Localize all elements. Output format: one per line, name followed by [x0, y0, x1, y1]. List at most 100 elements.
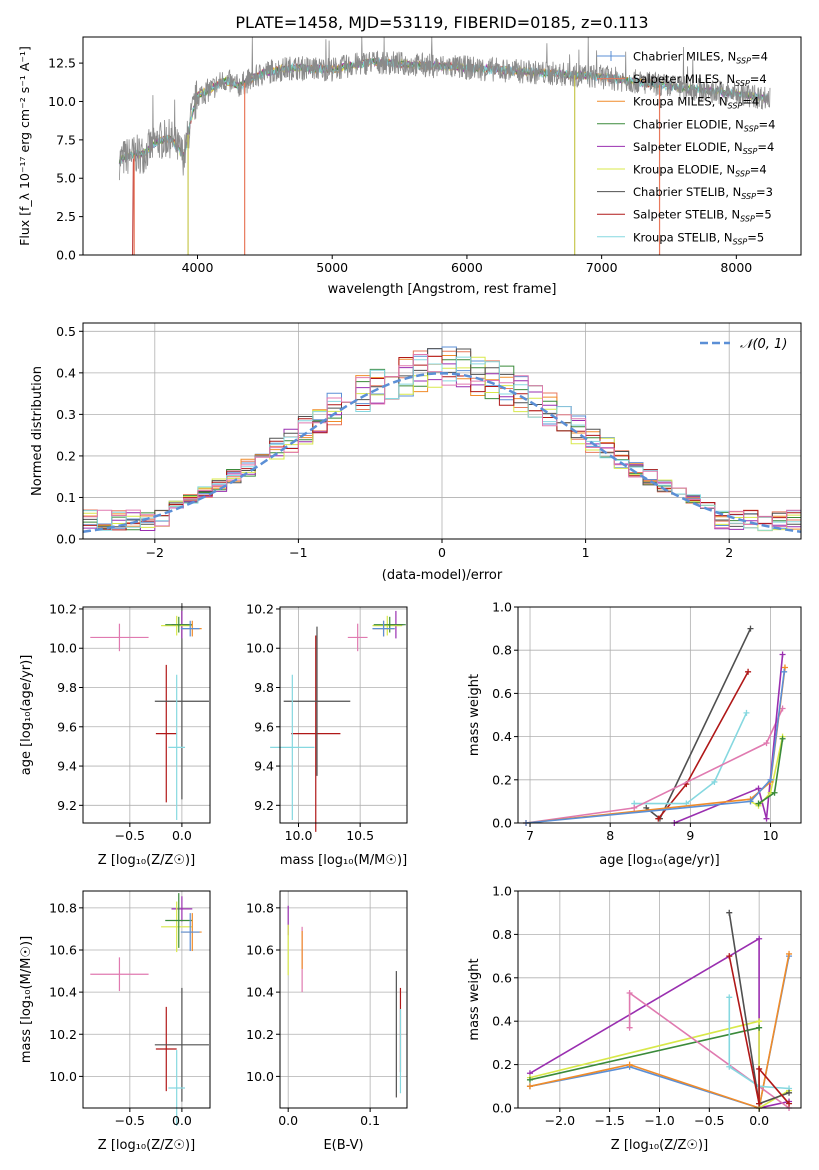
axes-frame: [279, 606, 408, 824]
y-tick-label: 0.0: [56, 532, 76, 547]
x-tick-label: −1: [289, 545, 307, 560]
series-point: [747, 798, 754, 805]
y-tick-label: 9.6: [57, 719, 77, 734]
y-tick-label: 10.8: [246, 900, 274, 915]
normal-curve: [82, 372, 802, 533]
y-tick-label: 0.6: [492, 686, 512, 701]
series-line: [634, 712, 748, 805]
series-point: [781, 664, 788, 671]
y-tick-label: 0.3: [56, 407, 76, 422]
y-tick-label: 9.4: [254, 759, 274, 774]
x-axis-label: mass [log₁₀(M/M☉)]: [280, 853, 407, 868]
spectrum-axes-frame: [82, 36, 802, 256]
series-point: [756, 1100, 763, 1107]
x-tick-label: 8: [606, 828, 614, 843]
y-tick-label: 10.0: [48, 94, 76, 109]
histogram-ylabel: Normed distribution: [30, 366, 45, 496]
axes-frame: [517, 606, 802, 824]
y-tick-label: 10.6: [49, 942, 77, 957]
mass-vs-extinction-panel: 0.0 0.1 10.0 10.2 10.4 10.6 10.8 E(B-V): [246, 890, 408, 1153]
y-tick-label: 10.4: [49, 985, 77, 1000]
y-tick-label: 10.0: [49, 1069, 77, 1084]
series-point: [626, 1024, 633, 1031]
y-tick-label: 10.4: [246, 985, 274, 1000]
y-tick-label: 10.2: [246, 1027, 274, 1042]
legend-label: Salpeter ELODIE, NSSP=4: [633, 140, 774, 156]
y-tick-label: 9.8: [254, 680, 274, 695]
normal-legend-label: 𝒩(0, 1): [740, 337, 787, 352]
y-tick-label: 12.5: [48, 56, 76, 71]
legend-label: Kroupa MILES, NSSP=4: [633, 95, 759, 111]
series-point: [747, 625, 754, 632]
spectrum-panel: 4000 5000 6000 7000 8000 0.0 2.5 5.0 7.5 10.0 12.5…: [17, 36, 802, 297]
series-point: [745, 668, 752, 675]
spectrum-data-line: [119, 36, 771, 181]
x-tick-label: 8000: [720, 260, 752, 275]
x-tick-label: 0.0: [172, 1113, 192, 1128]
x-tick-label: 0.0: [749, 1113, 769, 1128]
y-axis-label: age [log₁₀(age/yr)]: [19, 655, 34, 776]
series-point: [779, 735, 786, 742]
series-point: [756, 1065, 763, 1072]
x-tick-label: 10.0: [285, 828, 313, 843]
series-point: [726, 953, 733, 960]
y-tick-label: 0.4: [492, 1014, 512, 1029]
x-tick-label: 0.0: [172, 828, 192, 843]
y-tick-label: 10.6: [246, 942, 274, 957]
y-tick-label: 10.8: [49, 900, 77, 915]
x-tick-label: −0.5: [694, 1113, 724, 1128]
series-point: [631, 804, 638, 811]
series-point: [755, 800, 762, 807]
series-point: [626, 989, 633, 996]
series-line: [529, 1026, 760, 1081]
x-axis-label: age [log₁₀(age/yr)]: [599, 853, 720, 868]
series-point: [726, 909, 733, 916]
series-point: [779, 651, 786, 658]
series-point: [711, 778, 718, 785]
x-tick-label: 0: [438, 545, 446, 560]
y-tick-label: 10.2: [49, 601, 77, 616]
series-point: [526, 1083, 533, 1090]
y-tick-label: 0.5: [56, 324, 76, 339]
axes-frame: [279, 890, 408, 1109]
histogram-xlabel: (data-model)/error: [382, 568, 503, 583]
figure-title: PLATE=1458, MJD=53119, FIBERID=0185, z=0…: [235, 13, 648, 32]
y-tick-label: 0.8: [492, 643, 512, 658]
spectrum-ylabel: Flux [f_λ 10⁻¹⁷ erg cm⁻² s⁻¹ A⁻¹]: [17, 46, 32, 246]
y-tick-label: 0.0: [492, 1101, 512, 1116]
y-tick-label: 0.4: [492, 729, 512, 744]
x-tick-label: 0.0: [278, 1113, 298, 1128]
y-axis-label: mass weight: [467, 674, 482, 756]
y-tick-label: 9.8: [57, 680, 77, 695]
spectrum-ticks: 4000 5000 6000 7000 8000 0.0 2.5 5.0 7.5 10.0 12.5: [48, 56, 752, 275]
y-axis-label: mass weight: [467, 958, 482, 1040]
small-panels: −0.5 0.0 9.2 9.4 9.6 9.8 10.0 10.2 Z [log₁₀(Z/Z☉…: [19, 600, 802, 1153]
y-tick-label: 10.0: [246, 641, 274, 656]
series-point: [726, 1063, 733, 1070]
y-tick-label: 0.1: [56, 490, 76, 505]
x-tick-label: −1.0: [644, 1113, 674, 1128]
x-axis-label: Z [log₁₀(Z/Z☉)]: [98, 1138, 195, 1153]
y-tick-label: 0.2: [56, 448, 76, 463]
series-line: [525, 667, 786, 824]
histogram-steps: [83, 346, 801, 532]
legend-label: Chabrier MILES, NSSP=4: [633, 50, 768, 66]
series-point: [756, 935, 763, 942]
series-point: [756, 1018, 763, 1025]
x-tick-label: 7000: [586, 260, 618, 275]
y-tick-label: 0.0: [492, 816, 512, 831]
y-tick-label: 0.8: [492, 927, 512, 942]
y-tick-label: 9.6: [254, 719, 274, 734]
series-line: [529, 953, 790, 1110]
series-point: [755, 785, 762, 792]
series-point: [763, 815, 770, 822]
series-point: [526, 1076, 533, 1083]
y-tick-label: 0.6: [492, 970, 512, 985]
series-line: [529, 1020, 790, 1110]
y-tick-label: 0.4: [56, 365, 76, 380]
x-tick-label: 6000: [451, 260, 483, 275]
x-tick-label: 10.5: [346, 828, 374, 843]
x-axis-label: Z [log₁₀(Z/Z☉)]: [98, 853, 195, 868]
series-point: [767, 776, 774, 783]
series-point: [626, 1061, 633, 1068]
